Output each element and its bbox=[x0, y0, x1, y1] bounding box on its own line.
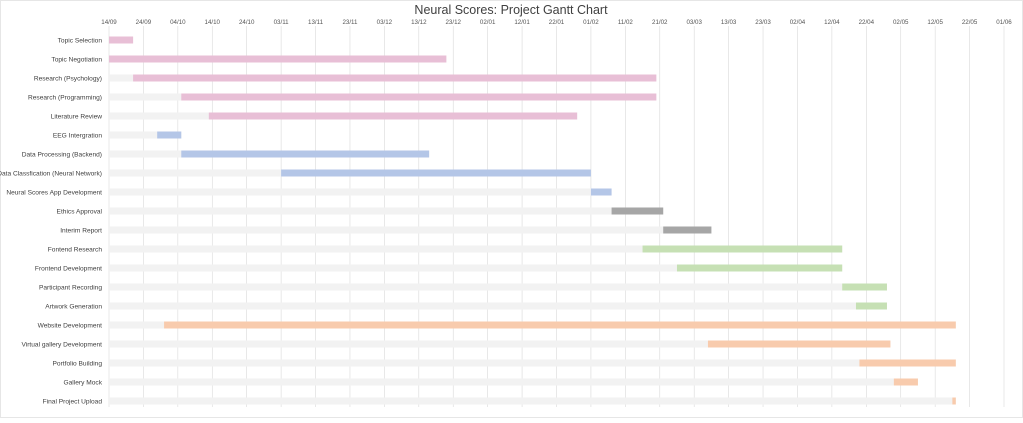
task-label: Interim Report bbox=[60, 227, 102, 234]
task-track-bar bbox=[109, 283, 887, 291]
task-track-bar bbox=[109, 245, 843, 253]
task-label: Data Classfication (Neural Network) bbox=[0, 170, 102, 177]
x-tick-label: 23/12 bbox=[445, 19, 461, 26]
task-bar bbox=[157, 131, 182, 139]
task-label: Artwork Generation bbox=[45, 303, 102, 310]
track-bars bbox=[109, 36, 956, 405]
task-label: Virtual gallery Development bbox=[21, 341, 102, 348]
task-bar bbox=[611, 207, 664, 215]
gridlines bbox=[108, 26, 1005, 407]
task-bar bbox=[208, 112, 578, 120]
chart-title: Neural Scores: Project Gantt Chart bbox=[414, 3, 608, 17]
x-tick-label: 02/04 bbox=[790, 19, 806, 26]
task-track-bar bbox=[109, 359, 956, 367]
task-label: Fontend Research bbox=[48, 246, 103, 253]
task-bar bbox=[109, 55, 447, 63]
task-label: Research (Psychology) bbox=[34, 75, 102, 82]
x-tick-label: 01/06 bbox=[996, 19, 1012, 26]
task-track-bar bbox=[109, 302, 887, 310]
task-bar bbox=[855, 302, 887, 310]
x-tick-label: 02/01 bbox=[480, 19, 496, 26]
x-axis-ticks: 14/09 24/09 04/10 14/10 24/10 03/11 13/11 23/11… bbox=[101, 19, 1012, 26]
task-label: Topic Selection bbox=[58, 37, 103, 44]
x-tick-label: 21/02 bbox=[652, 19, 668, 26]
x-tick-label: 14/09 bbox=[101, 19, 117, 26]
x-tick-label: 03/12 bbox=[377, 19, 393, 26]
task-label: Research (Programming) bbox=[28, 94, 102, 101]
task-track-bar bbox=[109, 207, 664, 215]
task-label: Final Project Upload bbox=[43, 398, 103, 405]
x-tick-label: 03/11 bbox=[274, 19, 290, 26]
task-label: Ethics Approval bbox=[57, 208, 103, 215]
x-tick-label: 24/09 bbox=[136, 19, 152, 26]
task-bar bbox=[676, 264, 843, 272]
task-bar bbox=[109, 36, 134, 44]
task-track-bar bbox=[109, 340, 891, 348]
x-tick-label: 12/05 bbox=[927, 19, 943, 26]
task-track-bar bbox=[109, 226, 712, 234]
task-track-bar bbox=[109, 264, 843, 272]
task-label: Frontend Development bbox=[35, 265, 102, 272]
x-tick-label: 22/01 bbox=[549, 19, 565, 26]
task-bar bbox=[642, 245, 843, 253]
task-bar bbox=[859, 359, 956, 367]
task-bar bbox=[893, 378, 918, 386]
task-bar bbox=[952, 397, 956, 405]
task-bar bbox=[133, 74, 657, 82]
task-bar bbox=[181, 93, 657, 101]
x-tick-label: 04/10 bbox=[170, 19, 186, 26]
x-tick-label: 23/11 bbox=[342, 19, 358, 26]
x-tick-label: 24/10 bbox=[239, 19, 255, 26]
task-track-bar bbox=[109, 378, 918, 386]
task-label: Website Development bbox=[38, 322, 103, 329]
task-label: Topic Negotiation bbox=[51, 56, 102, 63]
x-tick-label: 22/05 bbox=[962, 19, 978, 26]
x-tick-label: 13/03 bbox=[721, 19, 737, 26]
task-bar bbox=[590, 188, 612, 196]
x-tick-label: 01/02 bbox=[583, 19, 599, 26]
task-label: Data Processing (Backend) bbox=[22, 151, 102, 158]
task-label: Neural Scores App Development bbox=[6, 189, 102, 196]
x-tick-label: 12/04 bbox=[824, 19, 840, 26]
x-tick-label: 12/01 bbox=[514, 19, 530, 26]
x-tick-label: 03/03 bbox=[686, 19, 702, 26]
task-bar bbox=[842, 283, 887, 291]
x-tick-label: 13/11 bbox=[308, 19, 324, 26]
task-track-bar bbox=[109, 188, 612, 196]
task-bars bbox=[109, 36, 956, 405]
task-bar bbox=[181, 150, 430, 158]
x-tick-label: 02/05 bbox=[893, 19, 909, 26]
task-label: Participant Recording bbox=[39, 284, 102, 291]
task-labels: Topic Selection Topic Negotiation Research… bbox=[0, 37, 103, 405]
task-track-bar bbox=[109, 131, 182, 139]
x-tick-label: 23/03 bbox=[755, 19, 771, 26]
x-tick-label: 14/10 bbox=[205, 19, 221, 26]
task-label: Literature Review bbox=[51, 113, 103, 120]
x-tick-label: 22/04 bbox=[859, 19, 875, 26]
task-bar bbox=[164, 321, 956, 329]
task-bar bbox=[663, 226, 712, 234]
task-label: EEG Intergration bbox=[53, 132, 102, 139]
x-tick-label: 13/12 bbox=[411, 19, 427, 26]
task-label: Portfolio Building bbox=[53, 360, 103, 367]
task-label: Gallery Mock bbox=[64, 379, 103, 386]
x-tick-label: 11/02 bbox=[618, 19, 634, 26]
task-track-bar bbox=[109, 397, 956, 405]
task-bar bbox=[707, 340, 891, 348]
task-bar bbox=[281, 169, 591, 177]
